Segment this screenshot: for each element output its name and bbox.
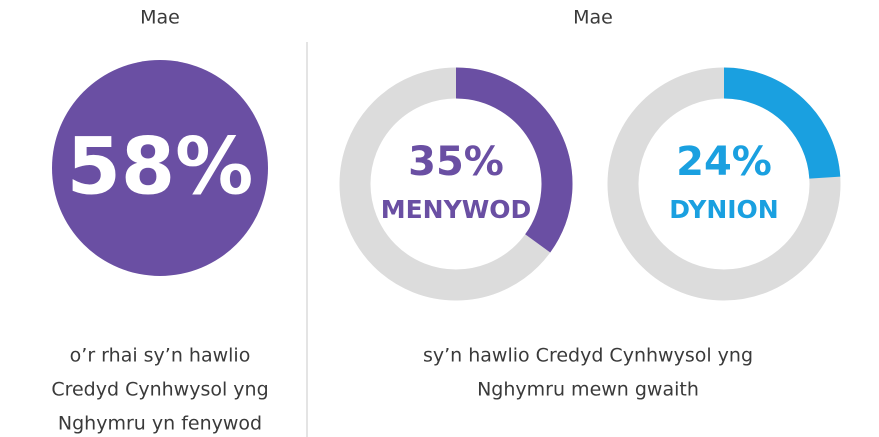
stat-value: 58% xyxy=(67,122,254,212)
caption: o’r rhai sy’n hawlio xyxy=(70,345,251,367)
donut-arc xyxy=(455,67,573,253)
donut-name: DYNION xyxy=(669,195,778,224)
caption: Nghymru yn fenywod xyxy=(58,413,262,435)
caption: sy’n hawlio Credyd Cynhwysol yng xyxy=(423,345,753,367)
stat-circle xyxy=(52,60,268,276)
caption: Nghymru mewn gwaith xyxy=(477,379,699,401)
donut-arc xyxy=(723,67,841,180)
donut-value: 35% xyxy=(408,139,504,185)
left-heading: Mae xyxy=(140,7,180,29)
donut-name: MENYWOD xyxy=(381,195,532,224)
right-heading: Mae xyxy=(573,7,613,29)
caption: Credyd Cynhwysol yng xyxy=(51,379,268,401)
donut-value: 24% xyxy=(676,139,772,185)
